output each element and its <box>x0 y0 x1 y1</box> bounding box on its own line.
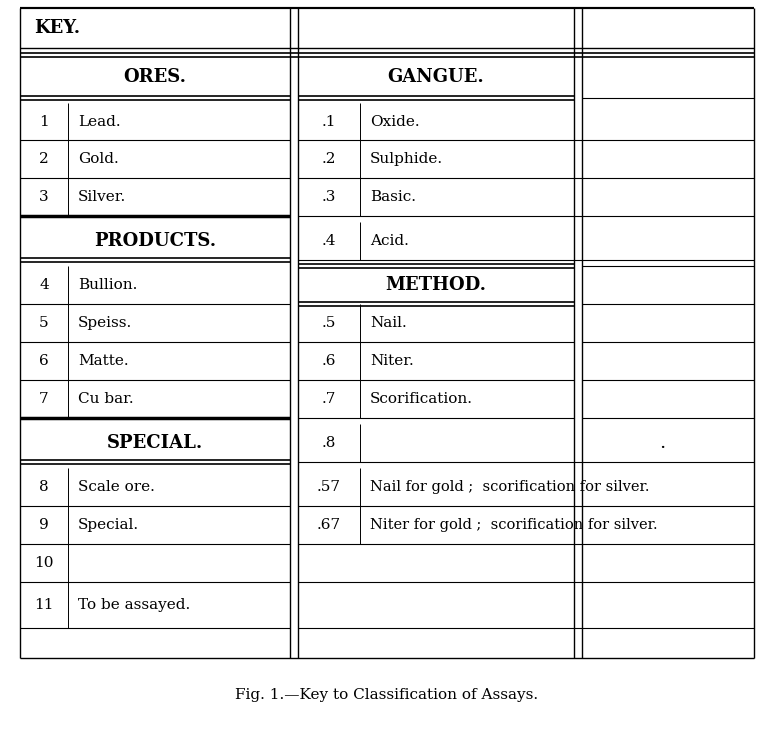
Text: Acid.: Acid. <box>370 234 409 248</box>
Text: .2: .2 <box>322 152 336 166</box>
Text: .67: .67 <box>317 518 341 532</box>
Text: Sulphide.: Sulphide. <box>370 152 444 166</box>
Text: Scale ore.: Scale ore. <box>78 480 155 494</box>
Text: 9: 9 <box>39 518 49 532</box>
Text: Nail for gold ;  scorification for silver.: Nail for gold ; scorification for silver… <box>370 480 649 494</box>
Text: ORES.: ORES. <box>124 67 187 86</box>
Text: Silver.: Silver. <box>78 190 126 204</box>
Text: SPECIAL.: SPECIAL. <box>107 434 203 452</box>
Text: PRODUCTS.: PRODUCTS. <box>94 232 216 250</box>
Text: .4: .4 <box>322 234 336 248</box>
Text: .8: .8 <box>322 436 336 450</box>
Text: Gold.: Gold. <box>78 152 118 166</box>
Text: Nail.: Nail. <box>370 316 407 330</box>
Text: Bullion.: Bullion. <box>78 278 137 292</box>
Text: 3: 3 <box>39 190 49 204</box>
Text: 7: 7 <box>39 392 49 406</box>
Text: Fig. 1.—Key to Classification of Assays.: Fig. 1.—Key to Classification of Assays. <box>235 688 539 702</box>
Text: .5: .5 <box>322 316 336 330</box>
Text: .1: .1 <box>322 114 336 128</box>
Text: Scorification.: Scorification. <box>370 392 473 406</box>
Text: .3: .3 <box>322 190 336 204</box>
Text: To be assayed.: To be assayed. <box>78 598 190 612</box>
Text: .6: .6 <box>322 354 336 368</box>
Text: .: . <box>659 434 665 452</box>
Text: Special.: Special. <box>78 518 139 532</box>
Text: KEY.: KEY. <box>34 19 80 37</box>
Text: Speiss.: Speiss. <box>78 316 132 330</box>
Text: Cu bar.: Cu bar. <box>78 392 134 406</box>
Text: Lead.: Lead. <box>78 114 121 128</box>
Text: Basic.: Basic. <box>370 190 416 204</box>
Text: 6: 6 <box>39 354 49 368</box>
Text: Niter.: Niter. <box>370 354 414 368</box>
Text: 8: 8 <box>39 480 49 494</box>
Text: .7: .7 <box>322 392 336 406</box>
Text: .57: .57 <box>317 480 341 494</box>
Text: 4: 4 <box>39 278 49 292</box>
Text: 10: 10 <box>34 556 53 570</box>
Text: 5: 5 <box>39 316 49 330</box>
Text: Oxide.: Oxide. <box>370 114 420 128</box>
Text: Matte.: Matte. <box>78 354 128 368</box>
Text: 11: 11 <box>34 598 53 612</box>
Text: 1: 1 <box>39 114 49 128</box>
Text: 2: 2 <box>39 152 49 166</box>
Text: METHOD.: METHOD. <box>385 276 487 294</box>
Text: GANGUE.: GANGUE. <box>388 67 485 86</box>
Text: Niter for gold ;  scorification for silver.: Niter for gold ; scorification for silve… <box>370 518 658 532</box>
